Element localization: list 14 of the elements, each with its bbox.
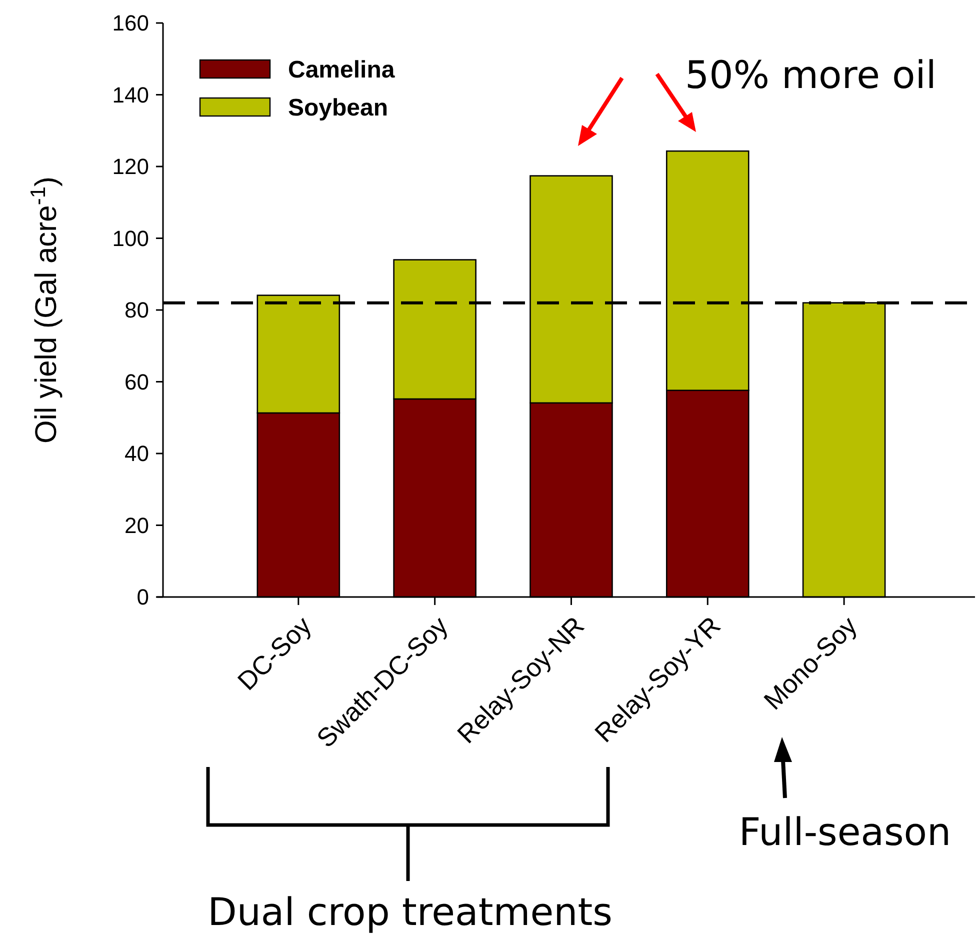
y-tick-label: 0 bbox=[136, 584, 149, 610]
y-tick-label: 60 bbox=[124, 369, 149, 394]
y-tick-label: 20 bbox=[124, 512, 149, 538]
text: Dual crop treatments bbox=[208, 890, 612, 934]
y-tick-label: 100 bbox=[112, 226, 149, 251]
y-tick-label: 80 bbox=[124, 298, 149, 323]
y-tick-label: 140 bbox=[112, 82, 149, 108]
y-tick-label: 40 bbox=[124, 441, 149, 466]
legend-label: Camelina bbox=[288, 56, 396, 84]
y-tick-label: 120 bbox=[112, 154, 149, 180]
legend-label: Soybean bbox=[288, 94, 388, 122]
annotation: 50% more oil bbox=[685, 53, 936, 97]
y-tick-label: 160 bbox=[112, 10, 149, 36]
text: Full-season bbox=[738, 810, 952, 854]
